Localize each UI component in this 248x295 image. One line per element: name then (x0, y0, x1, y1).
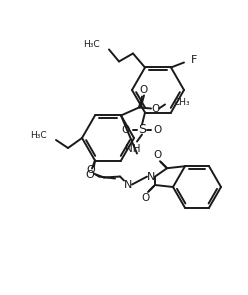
Text: O: O (151, 104, 159, 114)
Text: CH₃: CH₃ (174, 98, 191, 107)
Text: O: O (86, 170, 94, 180)
Text: O: O (142, 193, 150, 203)
Text: S: S (138, 123, 146, 136)
Text: O: O (139, 86, 147, 96)
Text: NH: NH (125, 143, 141, 153)
Text: H₃C: H₃C (83, 40, 100, 49)
Text: N: N (147, 172, 155, 182)
Text: O: O (87, 165, 95, 175)
Text: H₃C: H₃C (30, 132, 47, 140)
Text: O: O (154, 124, 162, 135)
Text: O: O (154, 150, 162, 160)
Text: F: F (191, 55, 197, 65)
Text: N: N (124, 180, 132, 189)
Text: O: O (122, 124, 130, 135)
